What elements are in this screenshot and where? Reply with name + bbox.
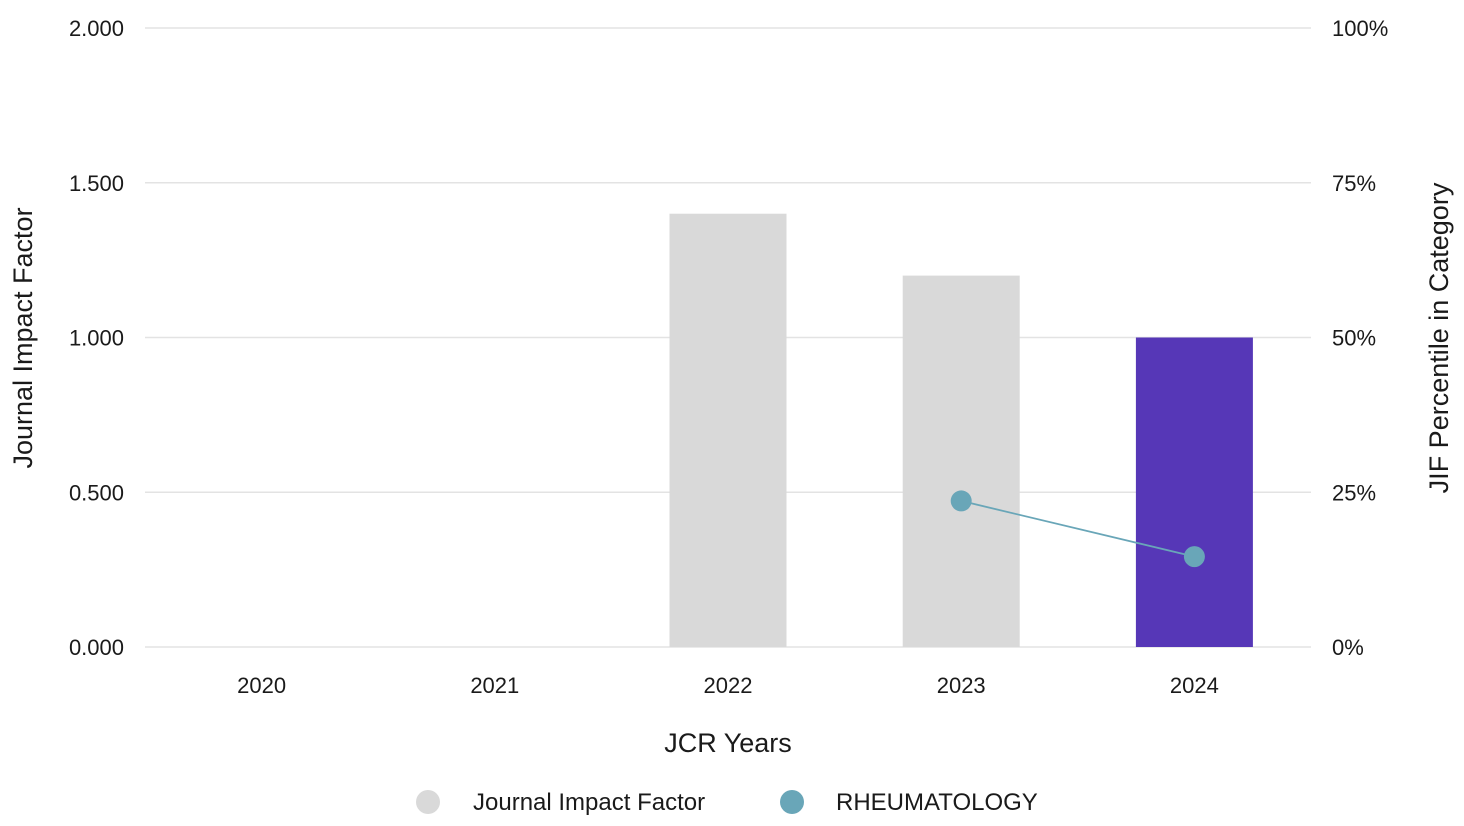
- x-tick-label: 2024: [1170, 673, 1219, 698]
- point-2023[interactable]: [950, 490, 972, 512]
- bar-2023[interactable]: [902, 275, 1020, 647]
- legend-item-jif[interactable]: Journal Impact Factor: [416, 789, 705, 816]
- y-left-tick-label: 1.000: [69, 326, 124, 351]
- y-axis-right-ticks: 0% 25% 50% 75% 100%: [1332, 16, 1388, 660]
- y-left-tick-label: 0.000: [69, 635, 124, 660]
- y-left-tick-label: 2.000: [69, 16, 124, 41]
- legend: Journal Impact Factor RHEUMATOLOGY: [416, 789, 1038, 816]
- x-tick-label: 2021: [470, 673, 519, 698]
- y-right-tick-label: 0%: [1332, 635, 1364, 660]
- y-axis-left-title: Journal Impact Factor: [8, 207, 38, 468]
- y-left-tick-label: 0.500: [69, 480, 124, 505]
- bar-2022[interactable]: [669, 213, 787, 647]
- bar-2024[interactable]: [1135, 337, 1253, 648]
- y-right-tick-label: 75%: [1332, 171, 1376, 196]
- y-axis-left-ticks: 0.000 0.500 1.000 1.500 2.000: [69, 16, 124, 660]
- y-right-tick-label: 25%: [1332, 480, 1376, 505]
- x-axis-ticks: 2020 2021 2022 2023 2024: [237, 673, 1219, 698]
- legend-label-rheumatology: RHEUMATOLOGY: [836, 789, 1038, 816]
- y-left-tick-label: 1.500: [69, 171, 124, 196]
- x-tick-label: 2023: [937, 673, 986, 698]
- percentile-line: [950, 490, 1205, 568]
- y-right-tick-label: 100%: [1332, 16, 1388, 41]
- percentile-line-path: [960, 500, 1195, 558]
- y-axis-right-title: JIF Percentile in Category: [1424, 182, 1454, 493]
- bars: [669, 213, 1253, 648]
- x-axis-title: JCR Years: [664, 728, 792, 758]
- legend-swatch-jif: [416, 790, 440, 814]
- legend-swatch-rheumatology: [780, 790, 804, 814]
- legend-item-rheumatology[interactable]: RHEUMATOLOGY: [780, 789, 1038, 816]
- y-right-tick-label: 50%: [1332, 326, 1376, 351]
- x-tick-label: 2022: [704, 673, 753, 698]
- legend-label-jif: Journal Impact Factor: [473, 789, 705, 816]
- x-tick-label: 2020: [237, 673, 286, 698]
- point-2024[interactable]: [1183, 546, 1205, 568]
